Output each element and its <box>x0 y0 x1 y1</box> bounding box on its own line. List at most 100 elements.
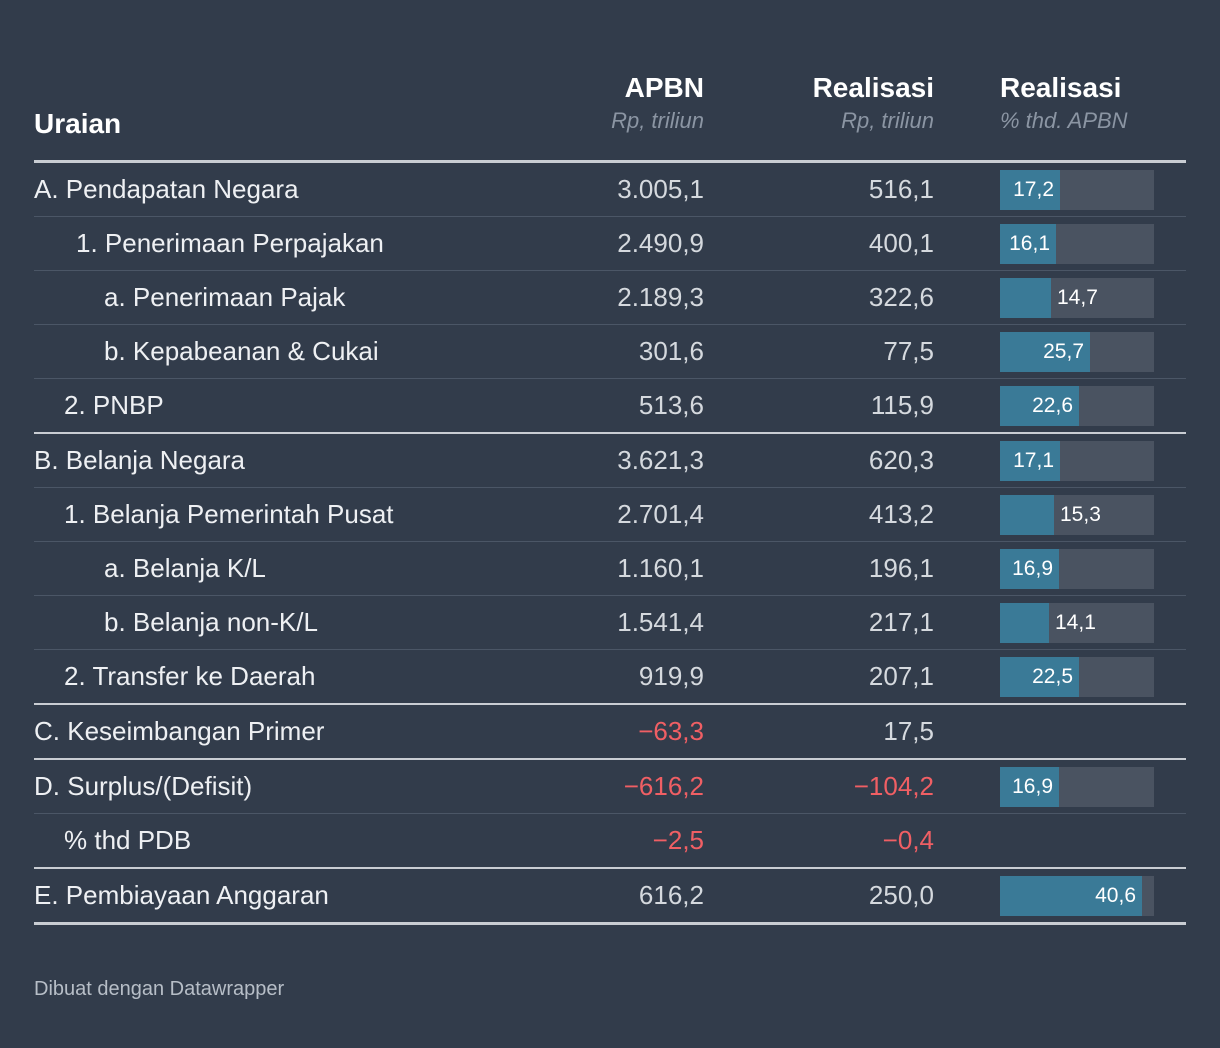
bar-track: 40,6 <box>1000 876 1154 916</box>
realisasi-value: 413,2 <box>868 499 934 529</box>
header-realisasi-unit: Rp, triliun <box>841 108 934 133</box>
header-realisasi-pct-unit: % thd. APBN <box>1000 108 1128 133</box>
bar-fill <box>1000 441 1060 481</box>
realisasi-value: 77,5 <box>883 336 934 366</box>
apbn-value: 3.005,1 <box>617 174 704 204</box>
bar-fill <box>1000 495 1054 535</box>
bar-value-label: 22,5 <box>1032 665 1073 688</box>
apbn-value: 3.621,3 <box>617 445 704 475</box>
bar-value-label: 15,3 <box>1060 503 1101 526</box>
table-row: D. Surplus/(Defisit) −616,2 −104,2 16,9 <box>34 760 1186 814</box>
apbn-value: 301,6 <box>638 336 704 366</box>
row-label: b. Belanja non-K/L <box>104 607 318 637</box>
row-label: C. Keseimbangan Primer <box>34 716 325 746</box>
row-label: a. Penerimaan Pajak <box>104 282 346 312</box>
bar-fill <box>1000 767 1059 807</box>
realisasi-value: −0,4 <box>882 825 934 855</box>
bar-fill <box>1000 549 1059 589</box>
apbn-value: 513,6 <box>638 390 704 420</box>
row-label: 1. Penerimaan Perpajakan <box>76 228 384 258</box>
bar-value-label: 16,1 <box>1009 232 1050 255</box>
bar-fill <box>1000 224 1056 264</box>
row-label: A. Pendapatan Negara <box>34 174 299 204</box>
table-body: A. Pendapatan Negara 3.005,1 516,1 17,2 1. P… <box>34 163 1186 925</box>
bar-value-label: 16,9 <box>1012 775 1053 798</box>
bar-track: 17,2 <box>1000 170 1154 210</box>
apbn-value: −63,3 <box>638 716 704 746</box>
bar-track: 14,1 <box>1000 603 1154 643</box>
table-row: 1. Penerimaan Perpajakan 2.490,9 400,1 16,1 <box>34 217 1186 271</box>
table-row: E. Pembiayaan Anggaran 616,2 250,0 40,6 <box>34 869 1186 925</box>
realisasi-value: 217,1 <box>868 607 934 637</box>
row-label: 2. Transfer ke Daerah <box>64 661 316 691</box>
bar-track: 16,9 <box>1000 767 1154 807</box>
bar-track: 14,7 <box>1000 278 1154 318</box>
table-row: 2. Transfer ke Daerah 919,9 207,1 22,5 <box>34 650 1186 705</box>
realisasi-value: 400,1 <box>868 228 934 258</box>
bar-value-label: 17,2 <box>1013 178 1054 201</box>
realisasi-value: 17,5 <box>883 716 934 746</box>
data-table: Uraian APBN Rp, triliun Realisasi Rp, tr… <box>34 70 1186 925</box>
bar-fill <box>1000 170 1060 210</box>
bar-track: 16,1 <box>1000 224 1154 264</box>
table-row: C. Keseimbangan Primer −63,3 17,5 <box>34 705 1186 760</box>
apbn-value: −2,5 <box>652 825 704 855</box>
header-realisasi-pct: Realisasi <box>1000 72 1122 103</box>
row-label: 1. Belanja Pemerintah Pusat <box>64 499 394 529</box>
row-label: b. Kepabeanan & Cukai <box>104 336 379 366</box>
table-header: Uraian APBN Rp, triliun Realisasi Rp, tr… <box>34 70 1186 163</box>
realisasi-value: 115,9 <box>870 390 934 420</box>
table-row: a. Belanja K/L 1.160,1 196,1 16,9 <box>34 542 1186 596</box>
bar-value-label: 16,9 <box>1012 557 1053 580</box>
row-label: 2. PNBP <box>64 390 164 420</box>
bar-value-label: 14,1 <box>1055 611 1096 634</box>
bar-fill <box>1000 603 1049 643</box>
apbn-value: 2.490,9 <box>617 228 704 258</box>
realisasi-value: 250,0 <box>868 880 934 910</box>
table-row: 2. PNBP 513,6 115,9 22,6 <box>34 379 1186 434</box>
table-row: b. Belanja non-K/L 1.541,4 217,1 14,1 <box>34 596 1186 650</box>
realisasi-value: −104,2 <box>853 771 934 801</box>
table-row: % thd PDB −2,5 −0,4 <box>34 814 1186 869</box>
bar-track: 22,5 <box>1000 657 1154 697</box>
row-label: % thd PDB <box>64 825 192 855</box>
table-row: 1. Belanja Pemerintah Pusat 2.701,4 413,2 1… <box>34 488 1186 542</box>
apbn-value: 1.160,1 <box>617 553 704 583</box>
bar-track: 16,9 <box>1000 549 1154 589</box>
bar-fill <box>1000 278 1051 318</box>
apbn-value: 2.701,4 <box>617 499 704 529</box>
realisasi-value: 207,1 <box>868 661 934 691</box>
bar-fill <box>1000 332 1090 372</box>
bar-track: 22,6 <box>1000 386 1154 426</box>
apbn-value: 919,9 <box>638 661 704 691</box>
realisasi-value: 620,3 <box>868 445 934 475</box>
bar-value-label: 17,1 <box>1013 449 1054 472</box>
row-label: B. Belanja Negara <box>34 445 246 475</box>
bar-value-label: 22,6 <box>1032 394 1073 417</box>
table-row: B. Belanja Negara 3.621,3 620,3 17,1 <box>34 434 1186 488</box>
bar-fill <box>1000 876 1142 916</box>
apbn-value: 1.541,4 <box>617 607 704 637</box>
bar-fill <box>1000 657 1079 697</box>
bar-value-label: 14,7 <box>1057 286 1098 309</box>
row-label: a. Belanja K/L <box>104 553 266 583</box>
header-uraian: Uraian <box>34 108 122 139</box>
row-label: E. Pembiayaan Anggaran <box>34 880 329 910</box>
apbn-value: 2.189,3 <box>617 282 704 312</box>
realisasi-value: 196,1 <box>868 553 934 583</box>
row-label: D. Surplus/(Defisit) <box>34 771 253 801</box>
bar-track: 15,3 <box>1000 495 1154 535</box>
header-apbn-unit: Rp, triliun <box>611 108 704 133</box>
header-apbn: APBN <box>624 72 704 103</box>
table-row: b. Kepabeanan & Cukai 301,6 77,5 25,7 <box>34 325 1186 379</box>
realisasi-value: 322,6 <box>868 282 934 312</box>
apbn-value: 616,2 <box>638 880 704 910</box>
bar-track: 25,7 <box>1000 332 1154 372</box>
bar-value-label: 40,6 <box>1095 884 1136 907</box>
table-row: A. Pendapatan Negara 3.005,1 516,1 17,2 <box>34 163 1186 217</box>
footer-credit: Dibuat dengan Datawrapper <box>34 978 285 1000</box>
header-realisasi: Realisasi <box>812 72 934 103</box>
apbn-value: −616,2 <box>623 771 704 801</box>
bar-value-label: 25,7 <box>1043 340 1084 363</box>
realisasi-value: 516,1 <box>868 174 934 204</box>
